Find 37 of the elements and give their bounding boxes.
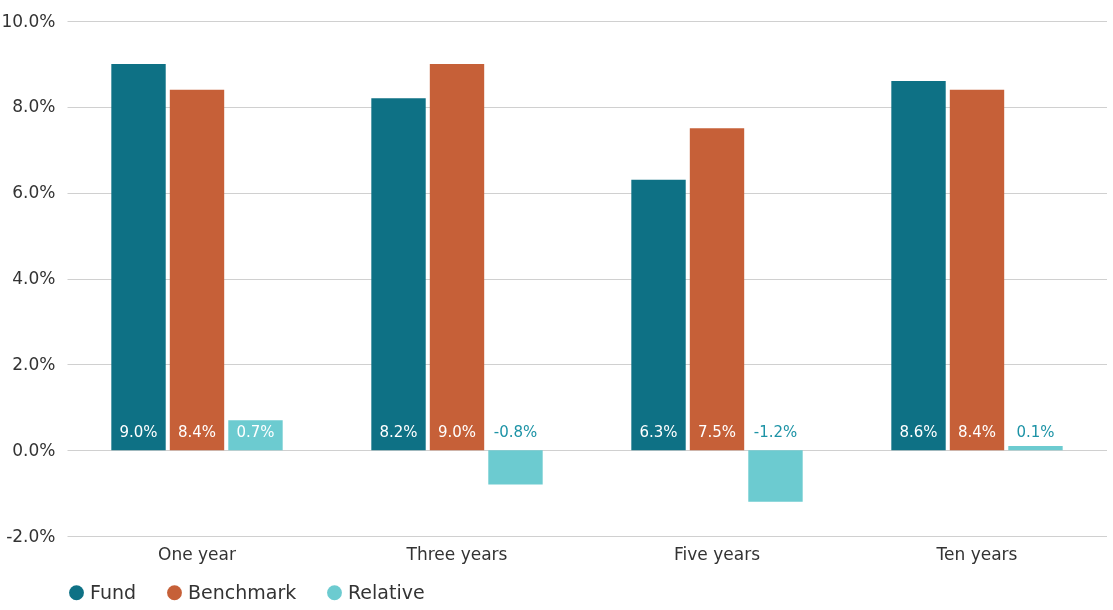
x-tick-label: Five years <box>674 543 761 564</box>
bar <box>631 179 686 451</box>
x-tick-label: One year <box>158 543 236 564</box>
bar <box>488 450 543 485</box>
data-label: 9.0% <box>437 423 477 442</box>
x-tick-label: Three years <box>405 543 508 564</box>
bar <box>748 450 803 502</box>
y-tick-label: 10.0% <box>1 10 56 31</box>
data-label: 8.2% <box>379 423 418 442</box>
bar <box>689 128 745 451</box>
bar <box>1008 445 1063 451</box>
data-label: 8.6% <box>899 423 938 442</box>
data-label: 8.4% <box>177 423 217 442</box>
data-label: 8.4% <box>957 423 997 442</box>
bar <box>949 89 1005 451</box>
data-label: -1.2% <box>753 423 798 442</box>
bar <box>169 89 225 451</box>
bar <box>111 63 166 451</box>
bar <box>371 98 426 451</box>
y-tick-label: 2.0% <box>12 353 56 374</box>
legend-label: Relative <box>348 580 425 603</box>
y-tick-label: 4.0% <box>12 268 56 288</box>
y-tick-label: 0.0% <box>12 439 56 460</box>
data-label: 6.3% <box>639 423 678 442</box>
data-label: 7.5% <box>697 423 737 442</box>
data-label: 0.1% <box>1016 423 1055 442</box>
data-label: 9.0% <box>119 423 158 442</box>
bar <box>429 63 485 451</box>
data-label: 0.7% <box>236 423 275 442</box>
y-tick-label: 8.0% <box>12 96 56 117</box>
x-tick-label: Ten years <box>935 543 1018 564</box>
bar <box>891 81 946 451</box>
data-label: -0.8% <box>493 423 538 442</box>
y-tick-label: 6.0% <box>12 182 56 203</box>
legend-label: Fund <box>90 580 137 603</box>
y-tick-label: -2.0% <box>6 525 56 546</box>
legend-label: Benchmark <box>188 580 297 603</box>
